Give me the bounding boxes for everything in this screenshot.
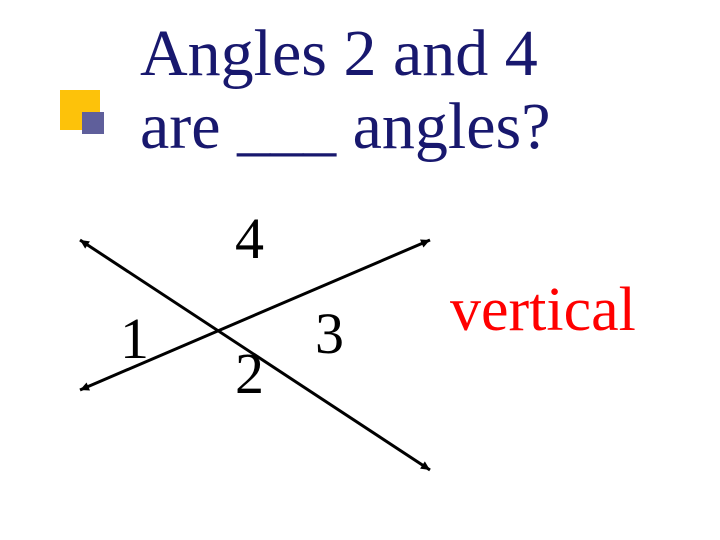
- angle-label-1: 1: [120, 305, 149, 372]
- angle-diagram: 4 1 32: [40, 200, 440, 500]
- title-line2-pre: are: [140, 90, 237, 163]
- answer-text: vertical: [450, 275, 636, 346]
- slide-title: Angles 2 and 4 are ___ angles?: [140, 18, 550, 163]
- title-blank: ___: [237, 90, 336, 163]
- angle-label-3: 3: [315, 300, 344, 367]
- angle-label-2: 2: [235, 340, 264, 407]
- title-line1: Angles 2 and 4: [140, 17, 538, 90]
- angle-label-4: 4: [235, 205, 264, 272]
- title-line2-post: angles?: [336, 90, 550, 163]
- bullet-icon: [60, 90, 108, 138]
- bullet-inner: [82, 112, 104, 134]
